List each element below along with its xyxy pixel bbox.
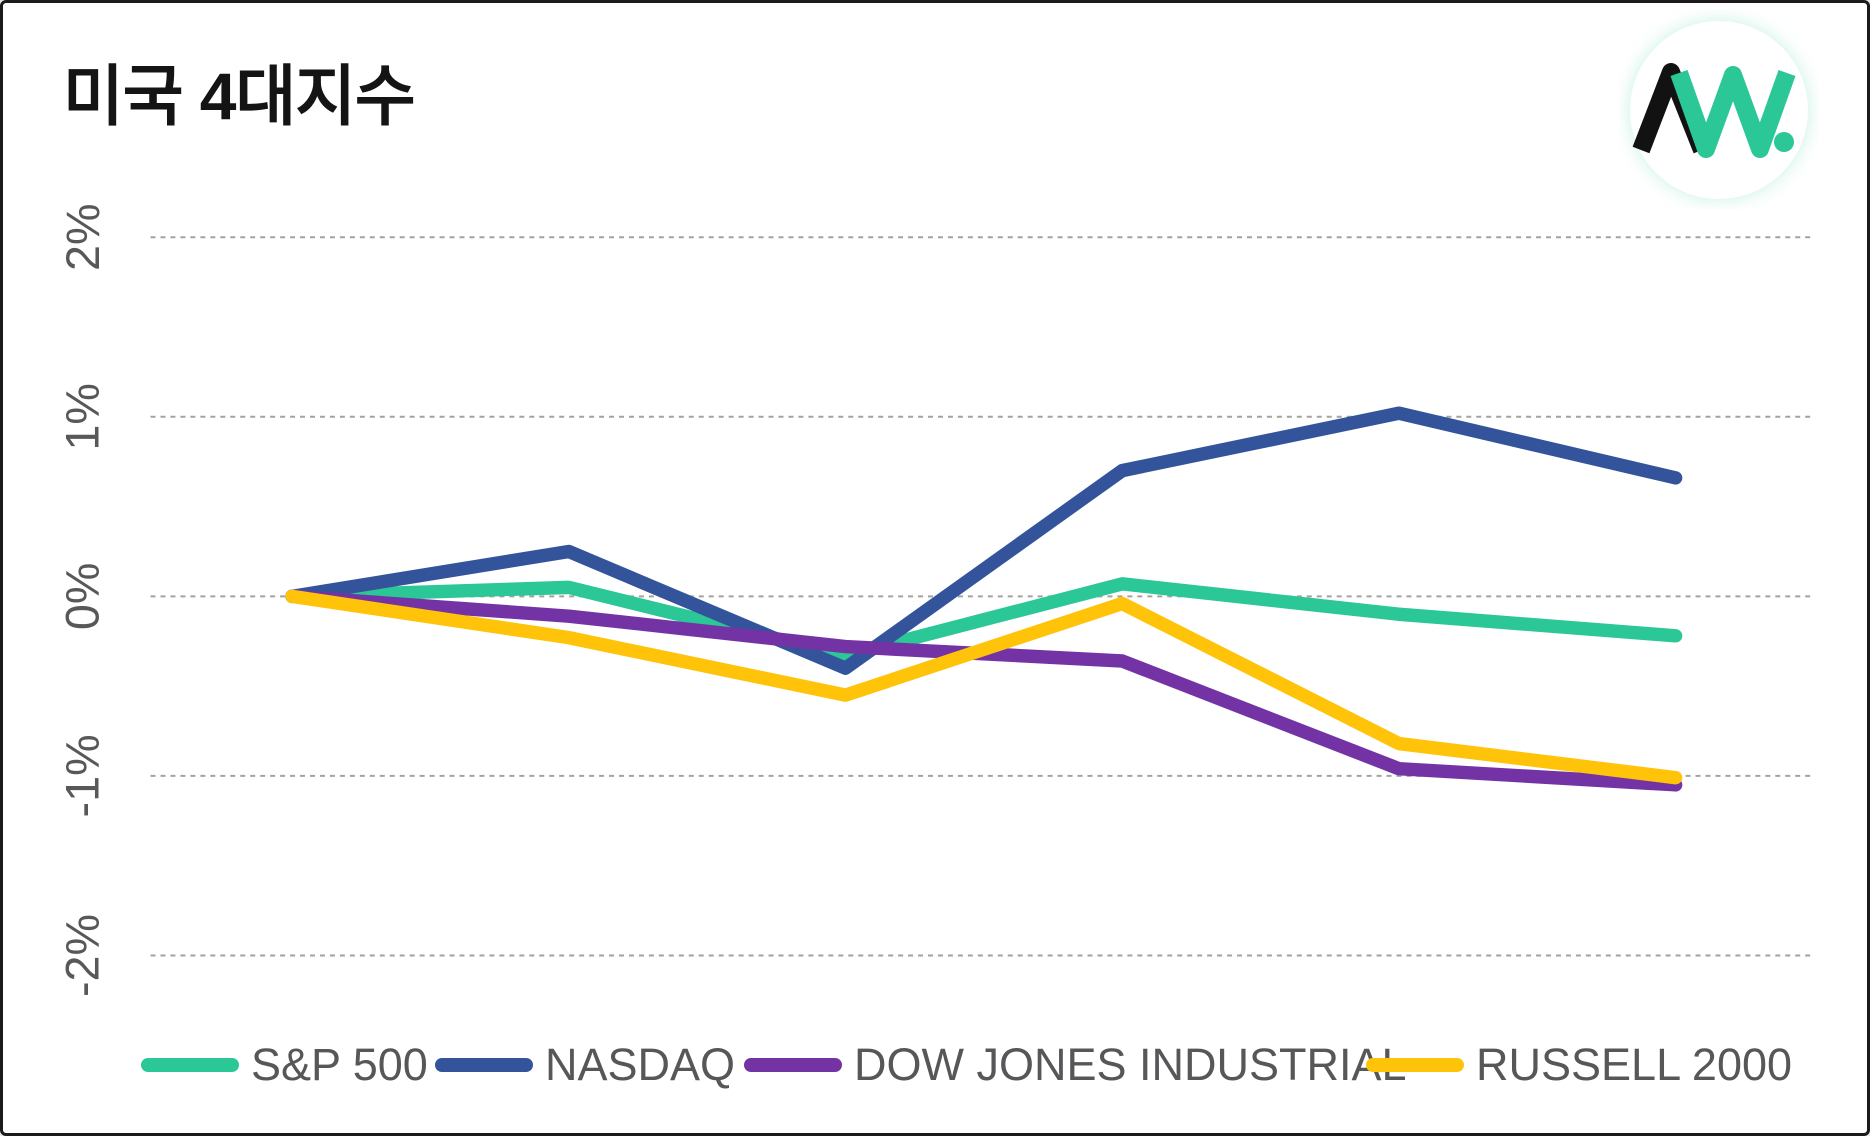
legend-item-nasdaq: NASDAQ [435,1035,735,1095]
series-lines [285,406,1683,792]
y-tick-0pct: 0% [57,563,109,631]
legend-swatch-sp500 [141,1058,239,1072]
series-line-0 [285,577,1683,663]
legend-item-russell2000: RUSSELL 2000 [1366,1035,1792,1095]
y-tick-neg2pct: -2% [57,914,109,997]
line-chart: 2% 1% 0% -1% -2% [57,203,1813,997]
legend-swatch-russell2000 [1366,1058,1464,1072]
chart-legend: S&P 500 NASDAQ DOW JONES INDUSTRIAL RUSS… [3,1035,1867,1095]
chart-title: 미국 4대지수 [63,59,416,133]
y-axis-tick-labels: 2% 1% 0% -1% -2% [57,203,109,997]
y-tick-1pct: 1% [57,383,109,451]
legend-swatch-nasdaq [435,1058,533,1072]
gridlines [150,236,1813,957]
legend-label-russell2000: RUSSELL 2000 [1476,1039,1793,1090]
y-tick-neg1pct: -1% [57,734,109,817]
legend-label-dowjones: DOW JONES INDUSTRIAL [854,1039,1407,1090]
aw-logo-icon [1619,9,1819,209]
legend-item-sp500: S&P 500 [141,1035,428,1095]
series-line-3 [285,589,1683,785]
y-tick-2pct: 2% [57,203,109,271]
legend-swatch-dowjones [744,1058,842,1072]
legend-item-dowjones: DOW JONES INDUSTRIAL [744,1035,1407,1095]
legend-label-sp500: S&P 500 [251,1039,428,1090]
legend-label-nasdaq: NASDAQ [545,1039,736,1090]
series-line-1 [285,406,1683,675]
